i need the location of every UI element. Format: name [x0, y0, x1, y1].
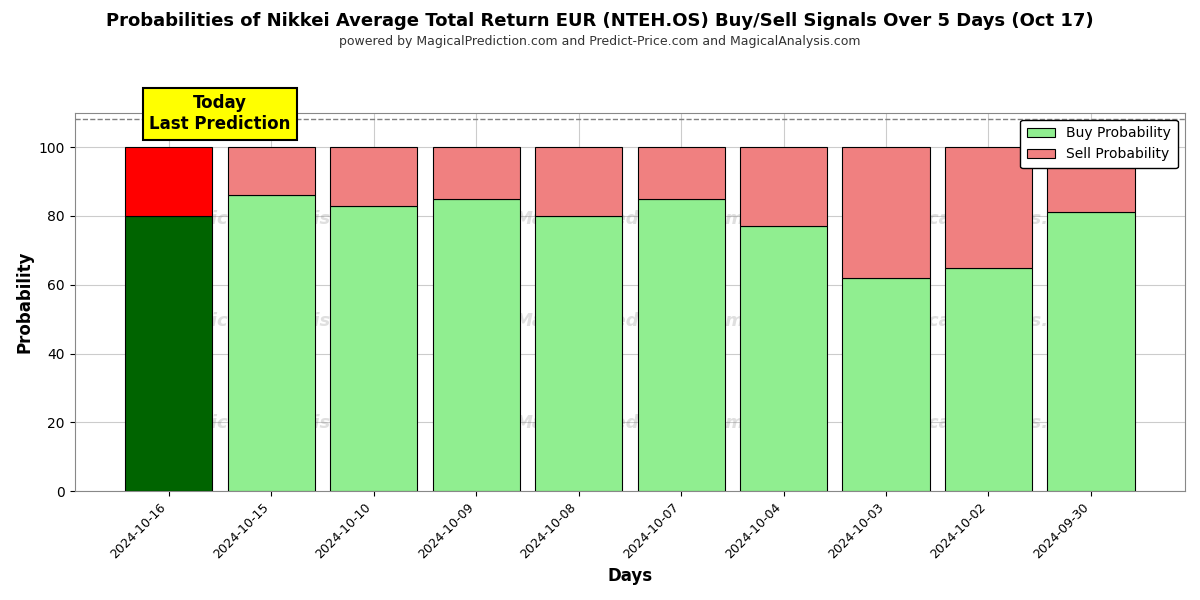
Bar	[740, 147, 827, 226]
Bar	[1048, 147, 1134, 212]
Bar	[740, 226, 827, 491]
Text: MagicalAnalysis.com: MagicalAnalysis.com	[169, 414, 380, 432]
Bar	[944, 147, 1032, 268]
Bar	[535, 216, 622, 491]
Bar	[125, 147, 212, 216]
Bar	[432, 147, 520, 199]
Y-axis label: Probability: Probability	[16, 251, 34, 353]
Bar	[125, 216, 212, 491]
Text: MagicalAnalysis.com: MagicalAnalysis.com	[169, 209, 380, 227]
Text: MagicalPrediction.com: MagicalPrediction.com	[515, 414, 745, 432]
Bar	[535, 147, 622, 216]
X-axis label: Days: Days	[607, 567, 653, 585]
Text: powered by MagicalPrediction.com and Predict-Price.com and MagicalAnalysis.com: powered by MagicalPrediction.com and Pre…	[340, 35, 860, 48]
Bar	[1048, 212, 1134, 491]
Text: Probabilities of Nikkei Average Total Return EUR (NTEH.OS) Buy/Sell Signals Over: Probabilities of Nikkei Average Total Re…	[106, 12, 1094, 30]
Bar	[228, 147, 314, 195]
Text: MagicalPrediction.com: MagicalPrediction.com	[515, 312, 745, 330]
Bar	[637, 147, 725, 199]
Bar	[228, 195, 314, 491]
Text: Today
Last Prediction: Today Last Prediction	[149, 94, 290, 133]
Bar	[842, 278, 930, 491]
Bar	[842, 147, 930, 278]
Bar	[432, 199, 520, 491]
Bar	[944, 268, 1032, 491]
Bar	[330, 206, 418, 491]
Text: MagicalPrediction.com: MagicalPrediction.com	[515, 209, 745, 227]
Bar	[330, 147, 418, 206]
Text: MagicalAnalysis.com: MagicalAnalysis.com	[880, 312, 1091, 330]
Text: MagicalAnalysis.com: MagicalAnalysis.com	[169, 312, 380, 330]
Bar	[637, 199, 725, 491]
Text: MagicalAnalysis.com: MagicalAnalysis.com	[880, 209, 1091, 227]
Legend: Buy Probability, Sell Probability: Buy Probability, Sell Probability	[1020, 119, 1178, 169]
Text: MagicalAnalysis.com: MagicalAnalysis.com	[880, 414, 1091, 432]
